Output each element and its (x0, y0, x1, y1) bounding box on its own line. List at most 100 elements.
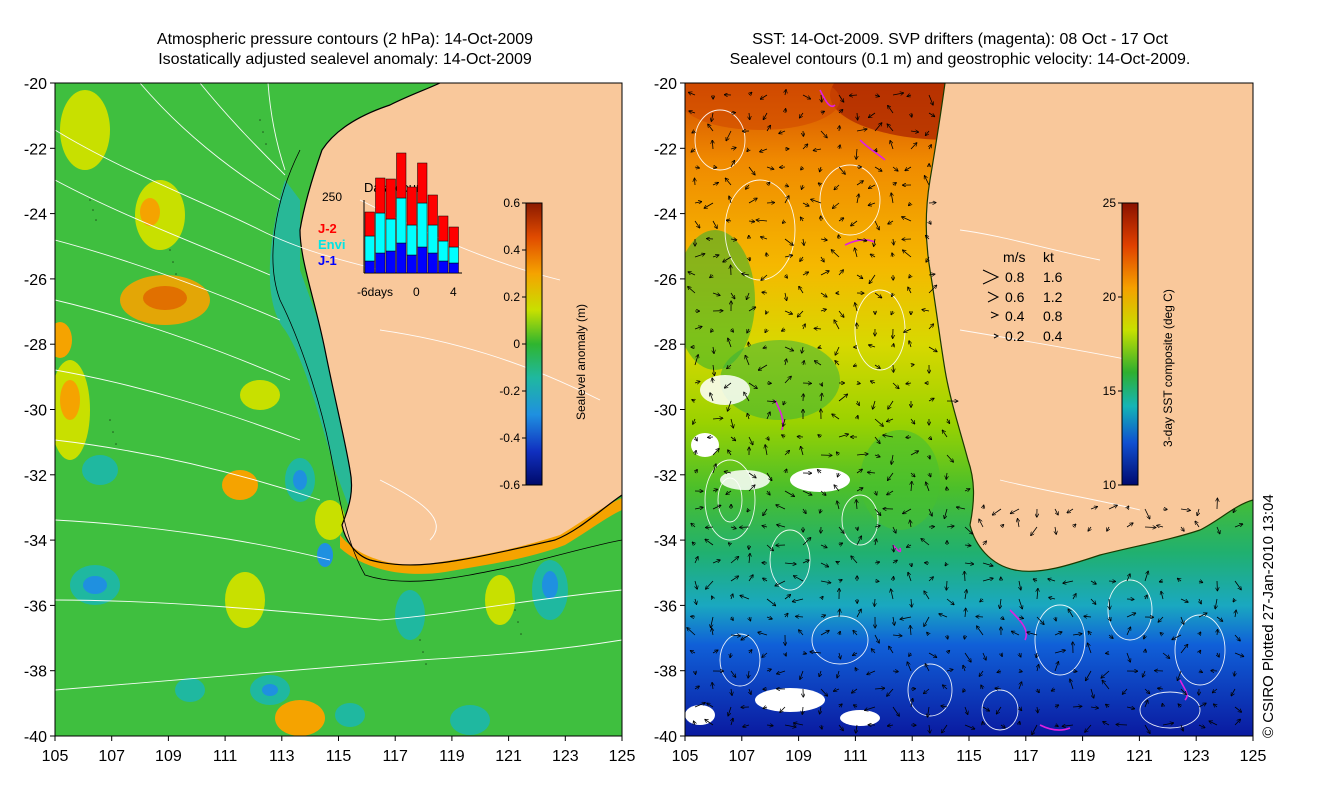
velocity-vector (760, 148, 768, 152)
velocity-vector (725, 382, 732, 388)
velocity-ms-0: 0.8 (1005, 269, 1025, 285)
velocity-vector (907, 95, 912, 96)
velocity-vector (1073, 594, 1076, 600)
velocity-vector (687, 628, 696, 636)
velocity-vector (712, 183, 718, 185)
velocity-vector (976, 617, 984, 618)
velocity-vector (784, 563, 796, 564)
velocity-vector (838, 270, 843, 276)
velocity-vector (766, 311, 767, 314)
inset-bar-segment (396, 242, 407, 274)
velocity-vector (982, 562, 993, 566)
velocity-vector (694, 327, 702, 330)
velocity-vector (763, 347, 768, 348)
velocity-vector (1090, 507, 1097, 509)
velocity-vector (704, 202, 714, 208)
velocity-vector (761, 237, 768, 239)
velocity-legend: m/s kt 0.8 1.6 0.6 1.2 0.4 0.8 0.2 0.4 (982, 249, 1063, 344)
velocity-vector (944, 508, 948, 518)
velocity-vector (1199, 671, 1202, 672)
left-ytick-label: -28 (24, 337, 47, 354)
left-ytick-label: -22 (24, 141, 47, 158)
inset-bars (364, 152, 459, 274)
velocity-vector (1036, 652, 1037, 658)
velocity-vector (1197, 508, 1199, 516)
velocity-vector (855, 668, 857, 671)
right-xtick-label: 105 (672, 748, 699, 765)
sla-colorbar-tick: -0.4 (499, 431, 520, 445)
velocity-vector (814, 328, 822, 329)
velocity-vector (1090, 688, 1094, 698)
inset-legend-j1: J-1 (318, 253, 337, 268)
inset-bar-segment (417, 162, 428, 204)
left-x-axis: 105 107 109 111 113 115 117 119 121 123 125 (42, 736, 636, 765)
velocity-vector (745, 356, 750, 366)
velocity-vector (730, 652, 731, 658)
velocity-vector (763, 112, 768, 120)
velocity-vector (921, 539, 930, 546)
sla-colorbar-tick: 0.2 (503, 290, 520, 304)
velocity-vector (1062, 725, 1074, 726)
velocity-vector (766, 253, 767, 258)
velocity-vector (892, 166, 898, 171)
velocity-vector (711, 112, 713, 121)
velocity-vector (910, 418, 915, 424)
velocity-vector (712, 560, 720, 564)
velocity-vector (902, 217, 912, 222)
velocity-vector (821, 383, 822, 386)
velocity-vector (688, 272, 696, 276)
velocity-vector (1126, 652, 1130, 662)
velocity-vector (1000, 598, 1001, 608)
velocity-vector (1019, 722, 1020, 725)
velocity-vector (821, 256, 824, 262)
velocity-vector (839, 543, 842, 545)
velocity-vector (874, 292, 882, 298)
velocity-vector (821, 724, 822, 729)
velocity-vector (1072, 671, 1077, 672)
velocity-vector (815, 361, 822, 366)
inset-bar-segment (375, 252, 386, 274)
velocity-vector (929, 473, 931, 477)
velocity-vector (785, 185, 788, 187)
inset-legend-j2: J-2 (318, 221, 337, 236)
velocity-vector (924, 688, 930, 694)
left-ytick-label: -26 (24, 272, 47, 289)
velocity-vector (799, 630, 804, 636)
right-title-line1: SST: 14-Oct-2009. SVP drifters (magenta)… (752, 31, 1168, 48)
velocity-vector (874, 418, 883, 426)
velocity-vector (820, 130, 827, 138)
velocity-vector (728, 400, 732, 411)
velocity-vector (874, 562, 879, 563)
velocity-vector (728, 706, 732, 716)
velocity-vector (784, 595, 790, 600)
velocity-vector (839, 580, 842, 581)
velocity-vector (887, 124, 894, 132)
velocity-vector (783, 221, 786, 223)
velocity-vector (784, 196, 789, 204)
velocity-vector (893, 238, 894, 245)
velocity-vector (910, 520, 911, 528)
velocity-vector (929, 437, 932, 440)
left-xtick-label: 119 (439, 748, 465, 765)
velocity-vector (852, 688, 858, 693)
velocity-vector (857, 383, 860, 384)
velocity-vector (691, 523, 696, 528)
left-title-line1: Atmospheric pressure contours (2 hPa): 1… (156, 31, 534, 48)
inset-bar-segment (375, 177, 386, 214)
velocity-vector (800, 670, 804, 679)
inset-bar-segment (438, 215, 449, 242)
inset-bar-segment (427, 252, 438, 274)
velocity-vector (892, 382, 899, 388)
right-xtick-label: 125 (1240, 748, 1267, 765)
velocity-vector (694, 355, 698, 366)
velocity-vector (838, 472, 840, 477)
velocity-vector (1109, 598, 1110, 609)
velocity-vector (731, 718, 733, 726)
velocity-vector (731, 688, 732, 695)
velocity-vector (730, 576, 738, 582)
velocity-vector (730, 161, 735, 168)
left-xtick-label: 125 (609, 748, 636, 765)
velocity-vector (925, 664, 930, 672)
velocity-vector (1116, 725, 1128, 726)
velocity-vector (850, 95, 858, 96)
